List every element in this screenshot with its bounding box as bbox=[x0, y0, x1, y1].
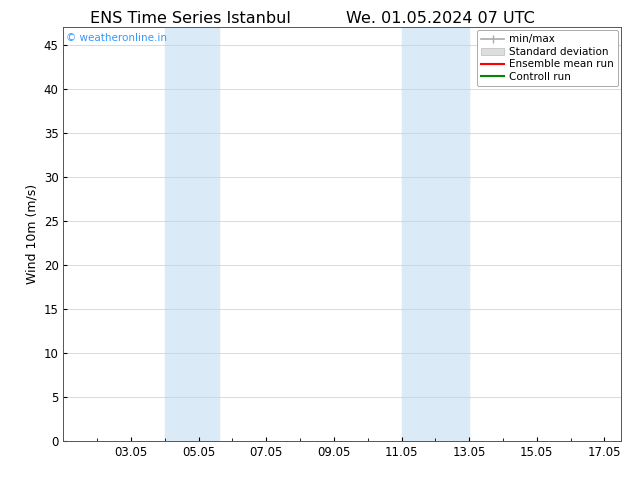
Y-axis label: Wind 10m (m/s): Wind 10m (m/s) bbox=[25, 184, 38, 284]
Text: ENS Time Series Istanbul: ENS Time Series Istanbul bbox=[90, 11, 290, 26]
Legend: min/max, Standard deviation, Ensemble mean run, Controll run: min/max, Standard deviation, Ensemble me… bbox=[477, 30, 618, 86]
Bar bbox=[401, 27, 469, 441]
Text: © weatheronline.in: © weatheronline.in bbox=[66, 33, 167, 43]
Bar bbox=[165, 27, 219, 441]
Text: We. 01.05.2024 07 UTC: We. 01.05.2024 07 UTC bbox=[346, 11, 535, 26]
